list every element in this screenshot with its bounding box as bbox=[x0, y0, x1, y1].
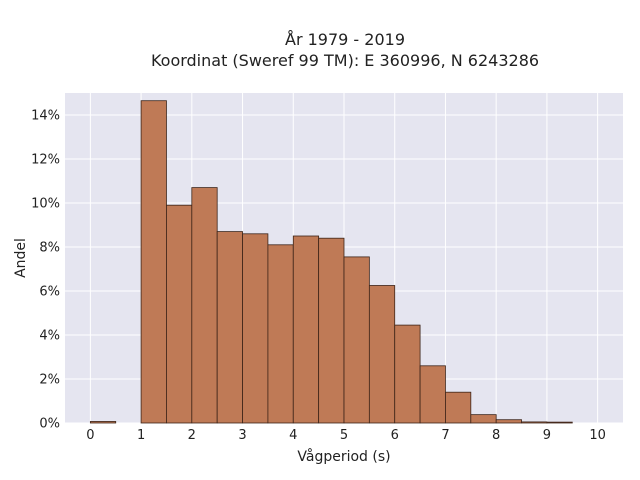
x-axis-label: Vågperiod (s) bbox=[297, 448, 390, 465]
x-tick-label: 0 bbox=[86, 428, 94, 443]
histogram-bar bbox=[368, 285, 396, 424]
histogram-bar bbox=[343, 256, 370, 424]
x-tick-label: 3 bbox=[238, 428, 246, 443]
histogram-bar bbox=[546, 421, 573, 424]
chart-title-line-2: Koordinat (Sweref 99 TM): E 360996, N 62… bbox=[151, 51, 539, 70]
histogram-bar bbox=[216, 231, 243, 424]
histogram-bar bbox=[495, 419, 522, 424]
y-tick-label: 12% bbox=[31, 153, 60, 168]
x-tick-label: 5 bbox=[340, 428, 348, 443]
x-tick-label: 2 bbox=[188, 428, 196, 443]
chart-title-line-1: År 1979 - 2019 bbox=[285, 30, 405, 49]
y-tick-label: 14% bbox=[31, 109, 60, 124]
histogram-bar bbox=[242, 233, 269, 424]
histogram-bar bbox=[318, 237, 345, 424]
x-tick-label: 4 bbox=[289, 428, 297, 443]
y-tick-label: 4% bbox=[39, 329, 60, 344]
histogram-bar bbox=[191, 187, 218, 424]
histogram-bar bbox=[166, 204, 193, 424]
histogram-bar bbox=[140, 100, 167, 424]
y-tick-labels: 0% 2% 4% 6% 8% 10% 12% 14% bbox=[31, 109, 60, 432]
y-tick-label: 6% bbox=[39, 285, 60, 300]
x-tick-label: 7 bbox=[441, 428, 449, 443]
histogram-bar bbox=[445, 391, 472, 424]
histogram-bar bbox=[394, 324, 421, 424]
x-tick-label: 1 bbox=[137, 428, 145, 443]
y-tick-label: 2% bbox=[39, 373, 60, 388]
x-tick-label: 10 bbox=[589, 428, 606, 443]
x-tick-label: 8 bbox=[492, 428, 500, 443]
histogram-bar bbox=[89, 421, 117, 424]
histogram-bar bbox=[419, 365, 446, 424]
x-tick-label: 6 bbox=[391, 428, 399, 443]
y-tick-label: 10% bbox=[31, 197, 60, 212]
x-tick-label: 9 bbox=[543, 428, 551, 443]
y-axis-label: Andel bbox=[13, 238, 29, 278]
bars bbox=[89, 100, 573, 424]
y-tick-label: 0% bbox=[39, 417, 60, 432]
histogram-bar bbox=[470, 414, 497, 424]
histogram-bar bbox=[521, 421, 548, 424]
x-tick-labels: 0 1 2 3 4 5 6 7 8 9 10 bbox=[86, 428, 606, 443]
histogram-bar bbox=[292, 235, 320, 424]
y-tick-label: 8% bbox=[39, 241, 60, 256]
histogram-bar bbox=[267, 244, 294, 424]
